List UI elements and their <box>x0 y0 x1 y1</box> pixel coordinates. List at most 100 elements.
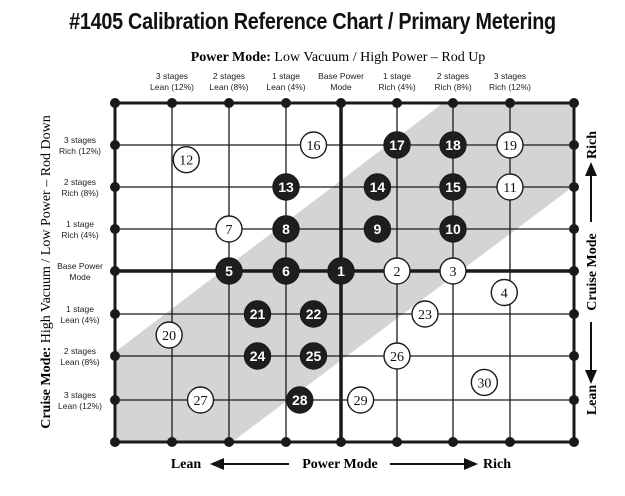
column-label-line: Base Power <box>318 71 364 81</box>
marker-number: 1 <box>337 263 345 279</box>
marker-number: 13 <box>278 179 294 195</box>
marker-filled-circle <box>327 257 355 285</box>
edge-dot-bottom <box>448 437 458 447</box>
marker-open-circle <box>155 321 183 349</box>
chart-title: #1405 Calibration Reference Chart / Prim… <box>69 8 556 34</box>
marker-18: 18 <box>439 131 467 159</box>
marker-number: 16 <box>307 139 321 154</box>
marker-filled-circle <box>363 215 392 243</box>
marker-number: 5 <box>225 263 233 279</box>
marker-open-circle <box>215 215 243 243</box>
marker-22: 22 <box>299 300 328 328</box>
left-axis-title: Cruise Mode: High Vacuum / Low Power – R… <box>39 115 54 429</box>
row-label-line: 2 stages <box>64 346 96 356</box>
marker-2: 2 <box>383 257 411 285</box>
marker-number: 4 <box>501 287 508 302</box>
right-axis: Rich Cruise Mode Lean <box>585 131 600 415</box>
edge-dot-right <box>569 351 579 361</box>
marker-number: 7 <box>226 223 233 238</box>
top-axis-bold: Power Mode: <box>191 50 271 65</box>
edge-dot-corner <box>569 98 579 108</box>
edge-dots <box>110 98 579 447</box>
edge-dot-right <box>569 395 579 405</box>
marker-28: 28 <box>286 386 314 414</box>
marker-24: 24 <box>243 342 272 370</box>
bottom-axis-center: Power Mode <box>302 457 378 472</box>
marker-filled-circle <box>439 131 467 159</box>
marker-filled-circle <box>363 173 392 201</box>
row-label-line: 1 stage <box>66 304 94 314</box>
marker-filled-circle <box>286 386 314 414</box>
marker-filled-circle <box>272 215 300 243</box>
marker-4: 4 <box>490 278 518 307</box>
edge-dot-left <box>110 224 120 234</box>
marker-10: 10 <box>439 215 467 243</box>
column-label-line: Lean (8%) <box>209 82 248 92</box>
bottom-right-arrowhead <box>464 458 478 470</box>
marker-number: 23 <box>418 308 432 323</box>
edge-dot-top <box>224 98 234 108</box>
row-label-line: Mode <box>69 272 91 282</box>
marker-open-circle <box>346 386 375 414</box>
row-label-line: Rich (8%) <box>61 188 98 198</box>
edge-dot-left <box>110 140 120 150</box>
edge-dot-left <box>110 266 120 276</box>
edge-dot-top <box>448 98 458 108</box>
marker-5: 5 <box>215 257 243 285</box>
column-label: 1 stage Lean (4%) <box>266 71 305 92</box>
marker-9: 9 <box>363 215 392 243</box>
column-label-line: Lean (12%) <box>150 82 194 92</box>
marker-number: 26 <box>390 350 404 365</box>
marker-filled-circle <box>243 300 272 328</box>
edge-dot-right <box>569 309 579 319</box>
row-label: 1 stage Lean (4%) <box>60 304 99 325</box>
marker-filled-circle <box>215 257 243 285</box>
row-label-line: Base Power <box>57 261 103 271</box>
edge-dot-right <box>569 224 579 234</box>
marker-number: 15 <box>445 179 461 195</box>
column-label: 3 stages Lean (12%) <box>150 71 194 92</box>
marker-open-circle <box>172 145 200 174</box>
row-label: 2 stages Lean (8%) <box>60 346 99 367</box>
marker-open-circle <box>383 342 411 370</box>
edge-dot-right <box>569 182 579 192</box>
edge-dot-top <box>392 98 402 108</box>
column-label: 2 stages Lean (8%) <box>209 71 248 92</box>
marker-number: 6 <box>282 263 290 279</box>
marker-number: 30 <box>477 376 491 391</box>
column-label-line: Rich (8%) <box>434 82 471 92</box>
marker-number: 24 <box>250 348 266 364</box>
marker-19: 19 <box>496 131 524 159</box>
marker-number: 19 <box>503 139 517 154</box>
bottom-axis: Lean Power Mode Rich <box>171 457 511 472</box>
edge-dot-right <box>569 266 579 276</box>
marker-open-circle <box>383 257 411 285</box>
marker-26: 26 <box>383 342 411 370</box>
row-label-line: 1 stage <box>66 219 94 229</box>
edge-dot-bottom <box>167 437 177 447</box>
row-label-line: 2 stages <box>64 177 96 187</box>
edge-dot-left <box>110 351 120 361</box>
edge-dot-bottom <box>336 437 346 447</box>
column-label-line: 3 stages <box>494 71 526 81</box>
row-label-line: Rich (12%) <box>59 146 101 156</box>
marker-6: 6 <box>272 257 300 285</box>
edge-dot-left <box>110 182 120 192</box>
edge-dot-corner <box>110 98 120 108</box>
row-labels: 3 stages Rich (12%)2 stages Rich (8%)1 sta… <box>57 135 103 411</box>
column-label-line: 2 stages <box>213 71 245 81</box>
marker-number: 18 <box>445 137 461 153</box>
marker-filled-circle <box>243 342 272 370</box>
marker-open-circle <box>186 386 215 414</box>
edge-dot-top <box>505 98 515 108</box>
marker-1: 1 <box>327 257 355 285</box>
column-label: 3 stages Rich (12%) <box>489 71 531 92</box>
marker-3: 3 <box>439 257 467 285</box>
row-label-line: 3 stages <box>64 390 96 400</box>
right-axis-top: Rich <box>585 131 600 159</box>
left-axis-bold: Cruise Mode: <box>39 347 54 429</box>
top-axis-text: Low Vacuum / High Power – Rod Up <box>271 50 485 65</box>
bottom-axis-right: Rich <box>483 457 511 472</box>
column-labels: 3 stages Lean (12%)2 stages Lean (8%)1 sta… <box>150 71 531 92</box>
marker-open-circle <box>411 300 439 328</box>
